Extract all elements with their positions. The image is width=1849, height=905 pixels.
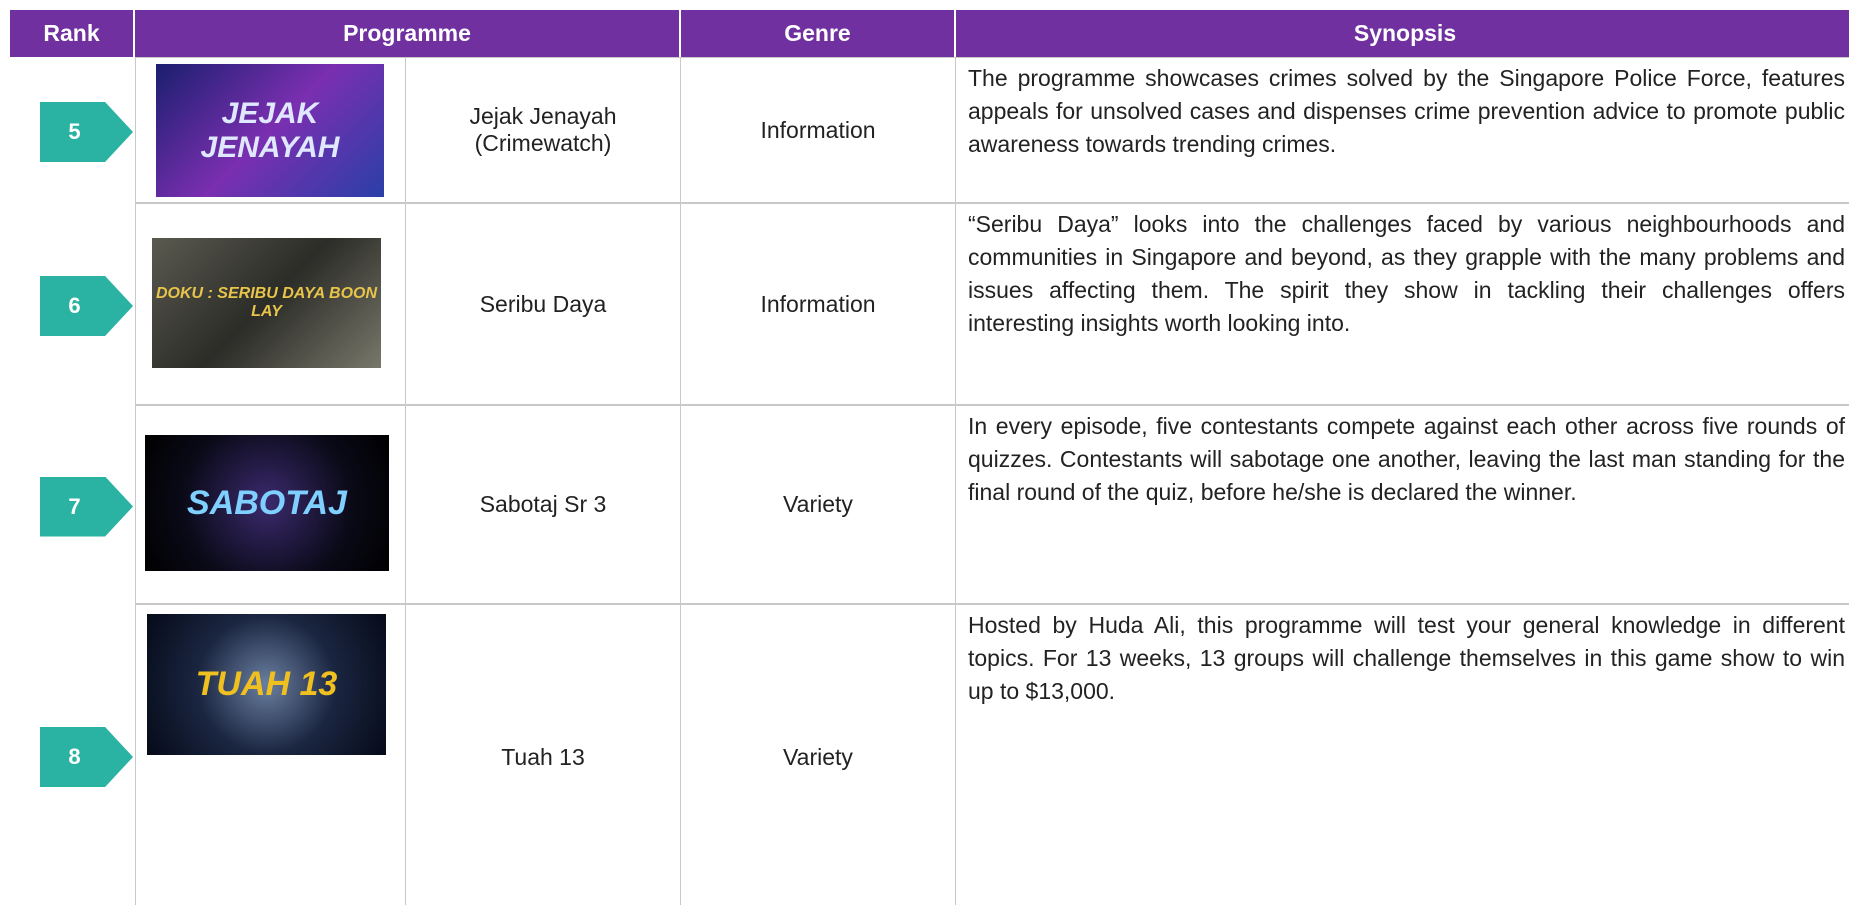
synopsis-cell: In every episode, five contestants compe… — [955, 405, 1849, 604]
title-cell: Seribu Daya — [405, 203, 681, 405]
header-rank: Rank — [10, 10, 135, 57]
genre-cell: Variety — [680, 604, 956, 905]
synopsis-cell: “Seribu Daya” looks into the challenges … — [955, 203, 1849, 405]
rank-badge: 5 — [40, 102, 133, 162]
rank-badge: 8 — [40, 727, 133, 787]
rank-badge: 7 — [40, 476, 133, 537]
synopsis-cell: Hosted by Huda Ali, this programme will … — [955, 604, 1849, 905]
genre-cell: Variety — [680, 405, 956, 604]
genre-cell: Information — [680, 203, 956, 405]
genre-cell: Information — [680, 57, 956, 203]
title-cell: Jejak Jenayah (Crimewatch) — [405, 57, 681, 203]
header-programme: Programme — [135, 10, 681, 57]
programme-image: JEJAK JENAYAH — [156, 64, 384, 197]
programme-image: SABOTAJ — [145, 435, 389, 571]
programme-image: DOKU : SERIBU DAYA BOON LAY — [152, 238, 381, 368]
synopsis-cell: The programme showcases crimes solved by… — [955, 57, 1849, 203]
header-synopsis: Synopsis — [956, 10, 1849, 57]
title-cell: Sabotaj Sr 3 — [405, 405, 681, 604]
programme-image: TUAH 13 — [147, 614, 386, 755]
rank-badge: 6 — [40, 276, 133, 336]
header-genre: Genre — [681, 10, 956, 57]
title-cell: Tuah 13 — [405, 604, 681, 905]
